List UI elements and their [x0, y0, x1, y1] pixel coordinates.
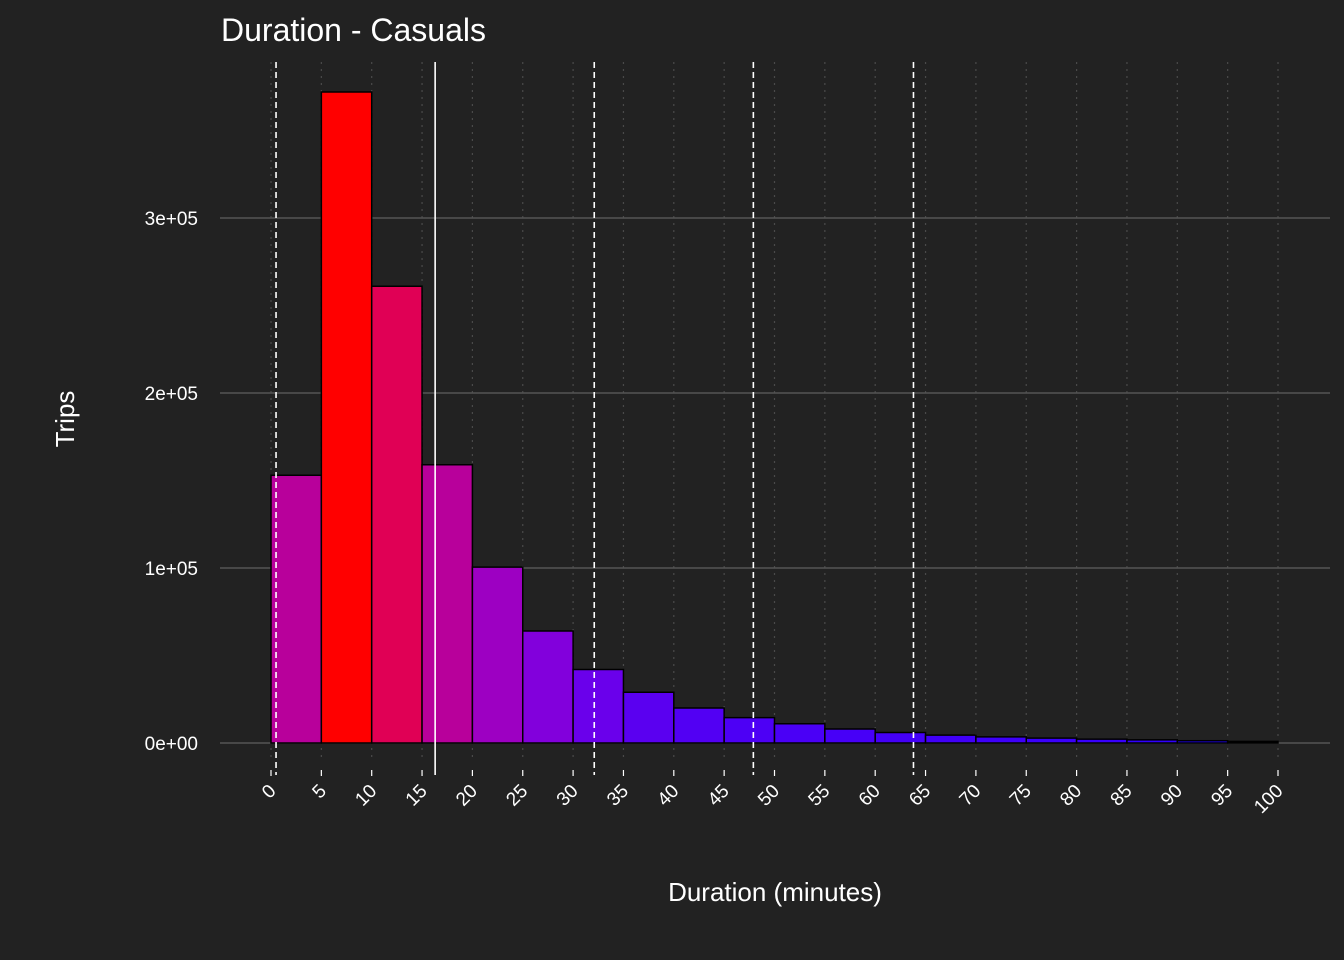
histogram-bar: [824, 728, 876, 744]
y-axis-title: Trips: [50, 391, 80, 448]
x-axis-title: Duration (minutes): [668, 877, 882, 907]
histogram-bar: [673, 707, 725, 744]
histogram-bar: [773, 723, 826, 744]
y-tick-label: 3e+05: [145, 209, 198, 230]
histogram-bar: [370, 285, 423, 744]
histogram-bar: [572, 668, 625, 744]
y-tick-label: 1e+05: [145, 559, 198, 580]
histogram-bar: [1226, 740, 1279, 744]
histogram-bar: [874, 731, 927, 744]
histogram-bar: [320, 91, 373, 744]
histogram-bar: [1025, 737, 1078, 744]
y-tick-labels: 0e+00 1e+05 2e+05 3e+05: [145, 209, 198, 755]
histogram-bar: [924, 734, 977, 744]
bars-layer: [270, 91, 1279, 744]
histogram-bar: [1075, 738, 1128, 744]
y-tick-label: 2e+05: [145, 384, 198, 405]
histogram-bar: [1176, 739, 1229, 744]
histogram-bar: [723, 716, 776, 744]
histogram-bar: [270, 474, 323, 744]
histogram-bar: [1126, 739, 1179, 744]
histogram-bar: [471, 566, 524, 744]
histogram-bar: [622, 691, 675, 744]
chart-title: Duration - Casuals: [221, 12, 486, 48]
y-tick-label: 0e+00: [145, 734, 198, 755]
histogram-bar: [975, 736, 1028, 744]
reference-lines-layer: [275, 62, 915, 775]
histogram-bar: [421, 464, 474, 744]
histogram-bar: [522, 630, 574, 744]
